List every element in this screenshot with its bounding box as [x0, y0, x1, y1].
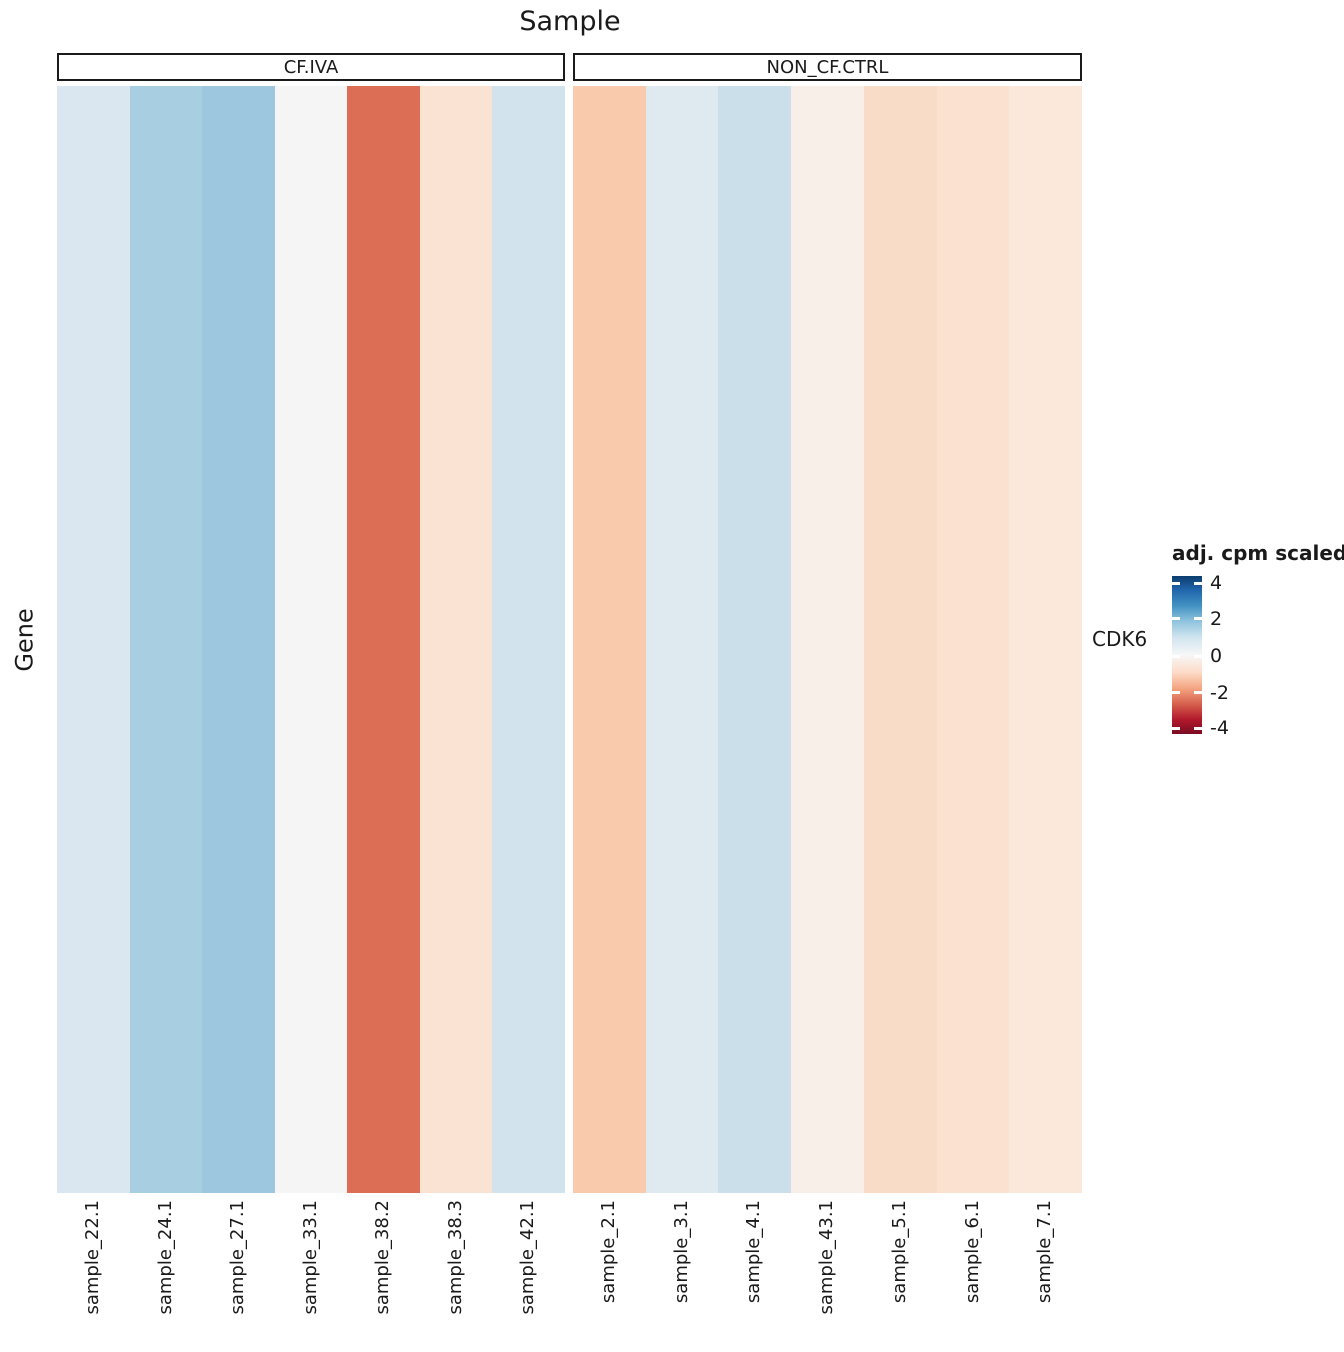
- x-axis-label-slot: sample_22.1: [57, 1200, 130, 1352]
- heatmap-cell-sample_3.1: [645, 86, 719, 1193]
- facet-strip-label: NON_CF.CTRL: [766, 56, 889, 78]
- heatmap-cell-sample_4.1: [718, 86, 792, 1193]
- plot-title: Sample: [519, 6, 621, 37]
- x-axis-label-slot: sample_33.1: [275, 1200, 348, 1352]
- heatmap-cell-sample_33.1: [274, 86, 348, 1193]
- heatmap-cell-sample_22.1: [57, 86, 130, 1193]
- legend-tick-mark-left: [1172, 581, 1180, 585]
- facet-strip: NON_CF.CTRL: [573, 53, 1082, 81]
- x-axis-label-slot: sample_24.1: [130, 1200, 203, 1352]
- heatmap-row: [57, 86, 566, 1193]
- legend-tick-label: 4: [1210, 572, 1223, 594]
- x-axis-label-slot: sample_42.1: [492, 1200, 565, 1352]
- legend-tick-label: -2: [1210, 681, 1229, 704]
- facet-strip: CF.IVA: [57, 53, 565, 81]
- heatmap-cell-sample_38.3: [419, 86, 493, 1193]
- x-axis-label: sample_7.1: [1034, 1200, 1056, 1304]
- legend-title: adj. cpm scaled: [1172, 541, 1344, 565]
- x-axis-label: sample_24.1: [154, 1200, 176, 1315]
- heatmap-cell-sample_42.1: [492, 86, 566, 1193]
- heatmap-cell-sample_24.1: [129, 86, 203, 1193]
- legend-tick-mark-right: [1194, 581, 1202, 585]
- heatmap-cell-sample_38.2: [347, 86, 420, 1193]
- facet-cf-iva: CF.IVA sample_22.1 sample_24.1 sample_27.1 s…: [57, 53, 566, 1352]
- heatmap-cell-sample_2.1: [573, 86, 646, 1193]
- y-axis-title: Gene: [11, 607, 39, 672]
- x-axis-label-slot: sample_5.1: [864, 1200, 937, 1352]
- x-axis-label-slot: sample_38.2: [347, 1200, 420, 1352]
- x-axis-label: sample_38.3: [444, 1200, 466, 1315]
- x-axis-label: sample_27.1: [227, 1200, 249, 1315]
- x-axis-label: sample_42.1: [517, 1200, 539, 1315]
- x-axis-label: sample_5.1: [888, 1200, 910, 1304]
- row-label-cdk6: CDK6: [1092, 627, 1148, 651]
- facet-non-cf-ctrl: NON_CF.CTRL sample_2.1 sample_3.1 sample_4.…: [573, 53, 1083, 1352]
- x-axis-label-slot: sample_27.1: [202, 1200, 275, 1352]
- x-axis-label-slot: sample_43.1: [791, 1200, 864, 1352]
- heatmap-cell-sample_7.1: [1009, 86, 1083, 1193]
- legend-tick-label: -4: [1210, 717, 1229, 739]
- legend-tick-mark-left: [1172, 726, 1180, 730]
- heatmap-cell-sample_27.1: [202, 86, 275, 1193]
- legend-tick-label: 2: [1210, 607, 1223, 630]
- legend-tick-mark-right: [1194, 691, 1202, 694]
- x-axis-label-slot: sample_4.1: [718, 1200, 791, 1352]
- heatmap-cell-sample_5.1: [863, 86, 937, 1193]
- x-axis-labels: sample_2.1 sample_3.1 sample_4.1 sample_43.…: [573, 1200, 1082, 1352]
- x-axis-label-slot: sample_38.3: [420, 1200, 493, 1352]
- legend-tick-mark-left: [1172, 654, 1180, 658]
- heatmap-cell-sample_43.1: [791, 86, 864, 1193]
- heatmap-row: [573, 86, 1083, 1193]
- x-axis-label-slot: sample_3.1: [646, 1200, 719, 1352]
- y-axis-title-container: Gene: [0, 86, 50, 1193]
- legend-tick-mark-left: [1172, 691, 1180, 694]
- x-axis-label: sample_33.1: [299, 1200, 321, 1315]
- heatmap-cell-sample_6.1: [936, 86, 1010, 1193]
- legend-tick-mark-right: [1194, 726, 1202, 730]
- x-axis-label: sample_43.1: [816, 1200, 838, 1315]
- legend-colorbar-container: 4 2 0 -2 -4: [1172, 572, 1229, 739]
- x-axis-label-slot: sample_7.1: [1009, 1200, 1082, 1352]
- x-axis-label: sample_4.1: [743, 1200, 765, 1304]
- x-axis-label: sample_38.2: [372, 1200, 394, 1315]
- legend-tick-label: 0: [1210, 645, 1223, 667]
- legend-tick-mark-left: [1172, 617, 1180, 620]
- colorbar-legend: adj. cpm scaled 4 2 0 -2 -4: [1172, 541, 1344, 739]
- x-axis-label-slot: sample_6.1: [937, 1200, 1010, 1352]
- facet-strip-label: CF.IVA: [283, 56, 339, 78]
- x-axis-label: sample_2.1: [598, 1200, 620, 1304]
- x-axis-label: sample_3.1: [670, 1200, 692, 1304]
- x-axis-label: sample_22.1: [81, 1200, 103, 1315]
- x-axis-label: sample_6.1: [961, 1200, 983, 1304]
- x-axis-labels: sample_22.1 sample_24.1 sample_27.1 sample_…: [57, 1200, 565, 1352]
- x-axis-label-slot: sample_2.1: [573, 1200, 646, 1352]
- legend-tick-mark-right: [1194, 617, 1202, 620]
- legend-tick-mark-right: [1194, 654, 1202, 658]
